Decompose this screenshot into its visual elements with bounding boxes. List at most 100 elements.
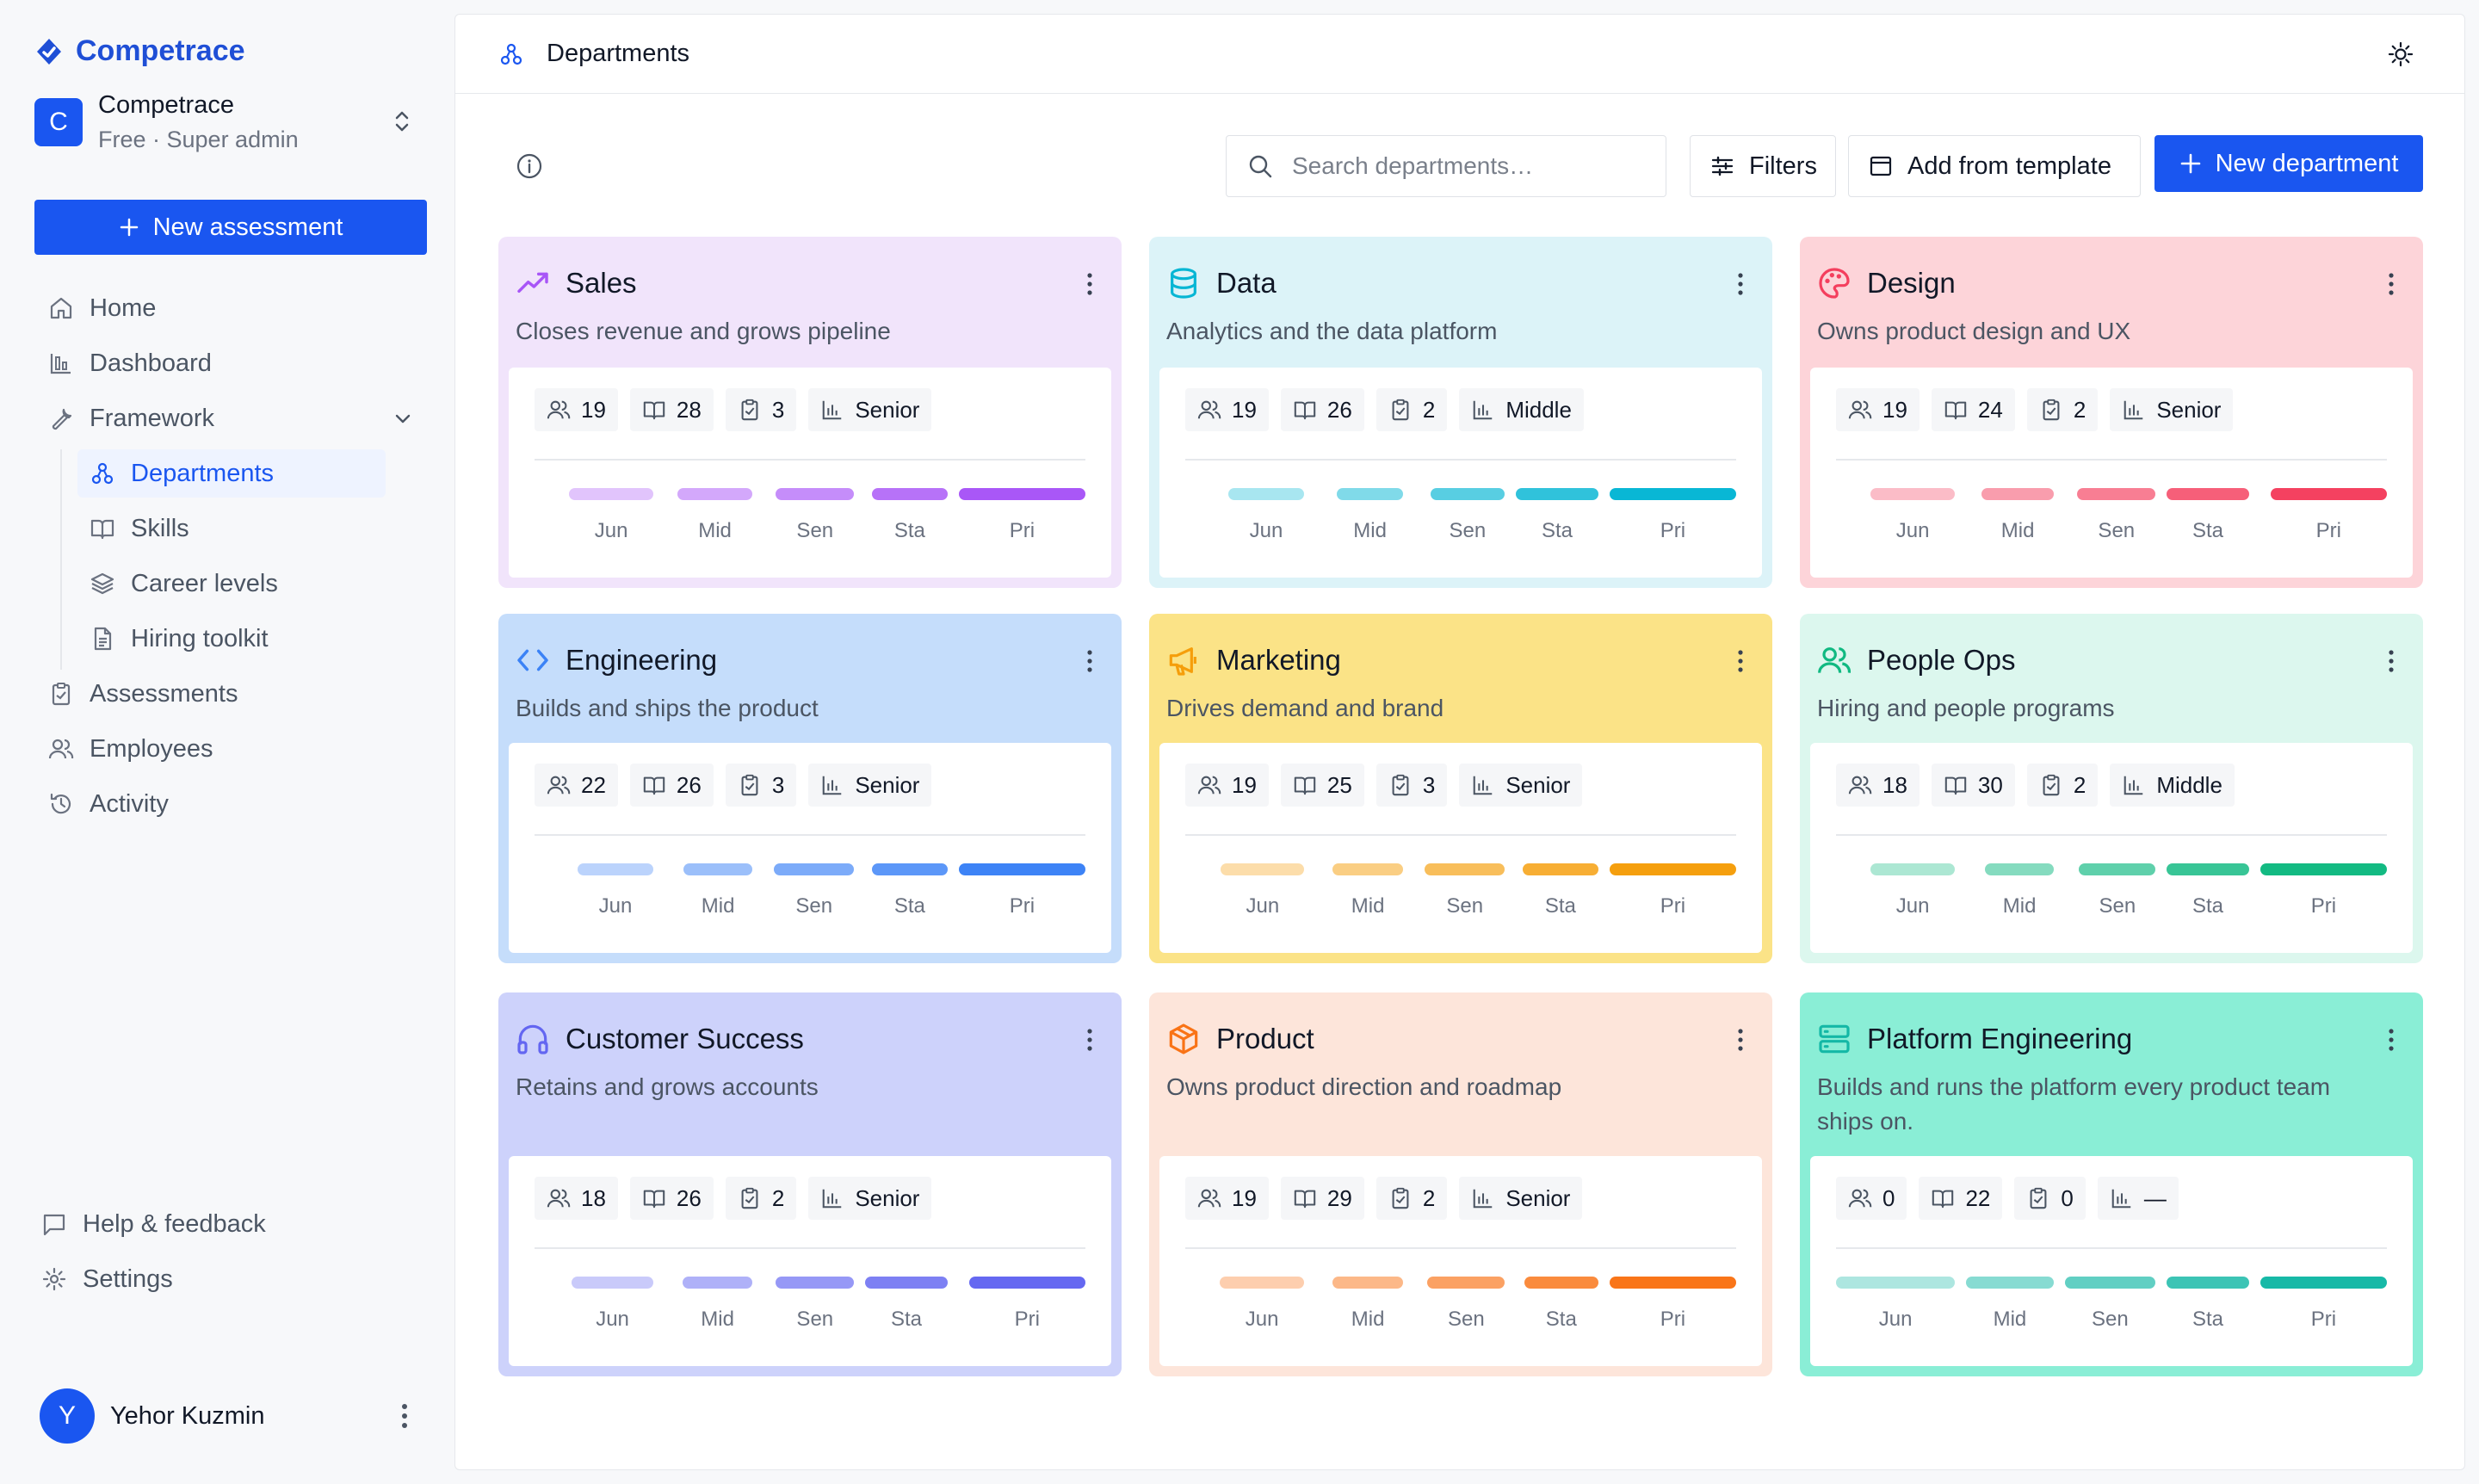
people-count-badge: 19	[1185, 764, 1269, 807]
assessments-count: 2	[2073, 771, 2086, 798]
department-card[interactable]: Data Analytics and the data platform 19 …	[1149, 237, 1772, 588]
level-bar-mid	[1966, 1277, 2054, 1289]
level-label: Pri	[1660, 1308, 1686, 1331]
more-vertical-icon[interactable]	[1085, 648, 1094, 674]
department-stats: 19 24 2 Senior	[1836, 388, 2234, 431]
sidebar-item-employees[interactable]: Employees	[34, 721, 434, 776]
chevrons-up-down-icon	[391, 107, 413, 136]
department-card[interactable]: Sales Closes revenue and grows pipeline …	[498, 237, 1122, 588]
level-label: Jun	[596, 1308, 629, 1331]
level-bar-pri	[1609, 488, 1736, 500]
level-bar-pri	[958, 488, 1085, 500]
department-description: Builds and runs the platform every produ…	[1817, 1073, 2331, 1135]
more-vertical-icon[interactable]	[2387, 271, 2396, 297]
more-vertical-icon[interactable]	[1736, 1027, 1745, 1053]
headphones-icon	[516, 1022, 550, 1056]
sidebar-item-departments[interactable]: Departments	[77, 449, 386, 498]
level-label: Jun	[1878, 1308, 1913, 1331]
book-open-icon	[643, 401, 665, 420]
sidebar-item-hiring-toolkit[interactable]: Hiring toolkit	[34, 611, 434, 666]
more-vertical-icon[interactable]	[2387, 1027, 2396, 1053]
department-card[interactable]: Product Owns product direction and roadm…	[1149, 992, 1772, 1376]
skills-count-badge: 28	[629, 388, 714, 431]
department-card[interactable]: People Ops Hiring and people programs 18…	[1800, 614, 2423, 963]
level-label: Mid	[1351, 1308, 1385, 1331]
assessments-count-badge: 3	[725, 388, 797, 431]
level-bar-sen	[776, 488, 855, 500]
level-label: Jun	[1895, 894, 1930, 918]
new-department-label: New department	[2215, 149, 2399, 177]
department-card[interactable]: Customer Success Retains and grows accou…	[498, 992, 1122, 1376]
sidebar-item-skills[interactable]: Skills	[34, 501, 434, 556]
bar-chart-icon	[48, 350, 74, 376]
people-count: 19	[581, 396, 606, 423]
level-label: Sen	[796, 1308, 834, 1331]
sidebar-item-activity[interactable]: Activity	[34, 776, 434, 832]
level-bar-mid	[1332, 863, 1403, 875]
users-icon	[1848, 1189, 1872, 1208]
assessments-count: 3	[771, 771, 785, 798]
divider	[535, 1247, 1085, 1249]
department-card[interactable]: Platform Engineering Builds and runs the…	[1800, 992, 2423, 1376]
settings-label: Settings	[83, 1264, 173, 1293]
org-switcher[interactable]: C Competrace Free · Super admin	[34, 90, 420, 155]
assessments-count: 2	[1422, 396, 1436, 423]
settings-link[interactable]: Settings	[34, 1252, 434, 1307]
help-feedback-label: Help & feedback	[83, 1209, 266, 1238]
level-distribution: Jun Mid Sen Sta Pri	[1836, 1277, 2387, 1345]
level-bar-sta	[2167, 488, 2249, 500]
add-from-template-button[interactable]: Add from template	[1848, 135, 2141, 197]
plus-icon	[119, 217, 139, 238]
card-header: Marketing	[1166, 640, 1767, 681]
department-card[interactable]: Engineering Builds and ships the product…	[498, 614, 1122, 963]
level-label: Mid	[701, 1308, 734, 1331]
divider	[1185, 1247, 1736, 1249]
add-from-template-label: Add from template	[1907, 151, 2111, 180]
clipboard-check-icon	[1392, 399, 1409, 421]
chevron-down-icon	[393, 408, 413, 429]
book-open-icon	[1944, 401, 1967, 420]
sidebar-item-assessments[interactable]: Assessments	[34, 666, 434, 721]
more-vertical-icon[interactable]	[1736, 271, 1745, 297]
department-summary: 19 24 2 Senior Jun Mid Sen Sta Pri	[1810, 368, 2413, 578]
brand[interactable]: Competrace	[34, 34, 245, 68]
new-assessment-button[interactable]: New assessment	[34, 200, 427, 255]
department-name: Customer Success	[566, 1023, 804, 1054]
level-label: Pri	[1009, 519, 1035, 542]
org-avatar: C	[34, 98, 83, 146]
more-vertical-icon[interactable]	[1085, 271, 1094, 297]
level-label: Sen	[796, 519, 834, 542]
users-icon	[1197, 400, 1221, 419]
skills-count: 29	[1326, 1184, 1352, 1211]
sidebar-item-framework[interactable]: Framework	[34, 391, 434, 446]
more-vertical-icon[interactable]	[2387, 648, 2396, 674]
level-bar-sen	[2079, 863, 2156, 875]
search-box[interactable]	[1226, 135, 1666, 197]
user-profile[interactable]: Y Yehor Kuzmin	[40, 1388, 410, 1444]
book-open-icon	[1944, 776, 1967, 795]
sidebar-nav: Home Dashboard Framework Departments Ski…	[34, 281, 434, 832]
search-input[interactable]	[1292, 152, 1636, 180]
level-bar-jun	[1227, 488, 1305, 500]
info-icon[interactable]	[516, 152, 543, 180]
book-open-icon	[643, 776, 665, 795]
sidebar-item-home[interactable]: Home	[34, 281, 434, 336]
department-card[interactable]: Design Owns product design and UX 19 24 …	[1800, 237, 2423, 588]
level-label: Sta	[1544, 894, 1576, 918]
help-feedback-link[interactable]: Help & feedback	[34, 1196, 434, 1252]
sun-icon[interactable]	[2387, 40, 2414, 68]
level-label: Sen	[2098, 519, 2136, 542]
more-vertical-icon[interactable]	[399, 1401, 410, 1431]
filters-button[interactable]: Filters	[1690, 135, 1836, 197]
people-count: 0	[1882, 1184, 1895, 1211]
more-vertical-icon[interactable]	[1085, 1027, 1094, 1053]
server-icon	[1817, 1022, 1852, 1056]
more-vertical-icon[interactable]	[1736, 648, 1745, 674]
department-stats: 19 26 2 Middle	[1185, 388, 1584, 431]
department-card[interactable]: Marketing Drives demand and brand 19 25 …	[1149, 614, 1772, 963]
sidebar-item-dashboard[interactable]: Dashboard	[34, 336, 434, 391]
department-stats: 19 29 2 Senior	[1185, 1177, 1583, 1220]
sidebar-item-career-levels[interactable]: Career levels	[34, 556, 434, 611]
new-department-button[interactable]: New department	[2154, 135, 2423, 192]
department-stats: 19 25 3 Senior	[1185, 764, 1583, 807]
